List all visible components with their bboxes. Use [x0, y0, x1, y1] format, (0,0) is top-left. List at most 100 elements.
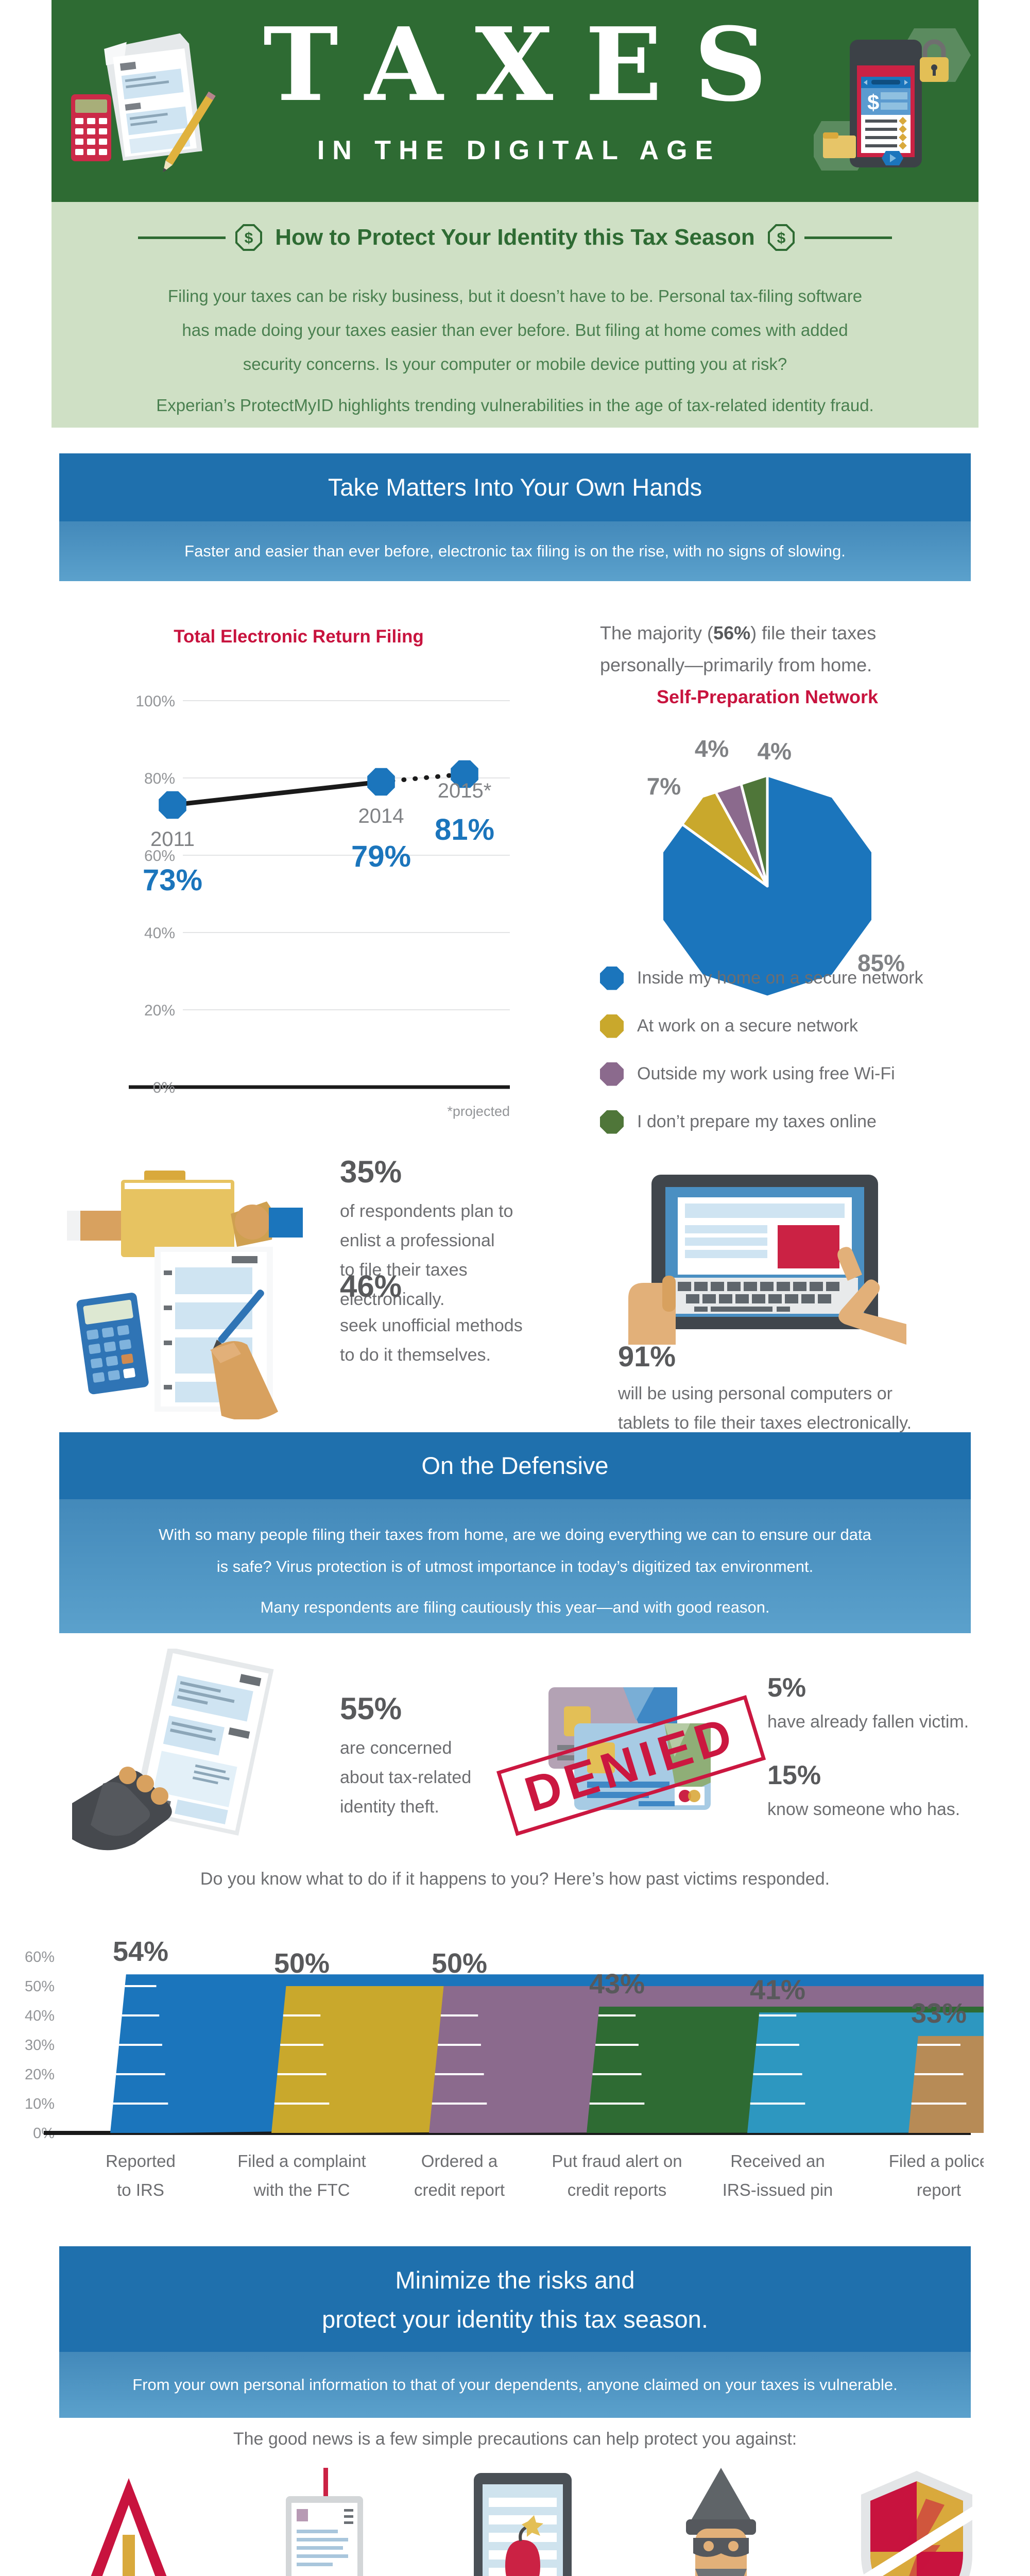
- stat-15: 15% know someone who has.: [767, 1760, 960, 1824]
- stat-15-value: 15%: [767, 1760, 821, 1790]
- electronic-filing-line-chart: 100% 80% 60% 40% 20% 0% 2011 73% 2014 79% 2015* 81%…: [129, 693, 510, 1119]
- intro-heading: How to Protect Your Identity this Tax Se…: [275, 225, 755, 250]
- padlock-icon: [920, 39, 949, 82]
- cyber-attack-icon: [474, 2473, 572, 2576]
- gloved-hand-documents-illustration: [72, 1649, 274, 1851]
- svg-text:4%: 4%: [695, 735, 729, 762]
- svg-text:2014: 2014: [358, 805, 404, 827]
- page-title: TAXES: [263, 6, 799, 124]
- svg-text:40%: 40%: [25, 2008, 55, 2024]
- stat-35-value: 35%: [340, 1155, 402, 1189]
- svg-text:with the FTC: with the FTC: [253, 2180, 350, 2199]
- intro-paragraph-2: Experian’s ProtectMyID highlights trendi…: [156, 396, 874, 415]
- svg-text:79%: 79%: [351, 840, 411, 873]
- calculator-icon: [71, 94, 111, 161]
- legend-swatch-octagon: [600, 1110, 624, 1134]
- folder-icon: [823, 132, 856, 158]
- folder-handoff-illustration: [67, 1171, 303, 1257]
- svg-text:Filed a complaint: Filed a complaint: [237, 2151, 366, 2171]
- calculator-form-illustration: [76, 1247, 278, 1419]
- stat-5-text: have already fallen victim.: [767, 1712, 969, 1732]
- legend-item: Outside my work using free Wi-Fi: [600, 1050, 991, 1098]
- svg-text:$: $: [245, 230, 253, 247]
- section-subtitle-defensive: With so many people filing their taxes f…: [59, 1499, 971, 1633]
- svg-text:40%: 40%: [144, 925, 175, 942]
- svg-text:60%: 60%: [144, 848, 175, 865]
- svg-text:50%: 50%: [274, 1948, 330, 1979]
- stat-91-text: will be using personal computers or tabl…: [618, 1384, 912, 1433]
- line-chart-title: Total Electronic Return Filing: [174, 626, 424, 647]
- dollar-badge-icon: $: [767, 224, 795, 251]
- svg-text:30%: 30%: [25, 2037, 55, 2054]
- section-subtitle-hands: Faster and easier than ever before, elec…: [59, 521, 971, 581]
- svg-text:credit reports: credit reports: [568, 2180, 667, 2199]
- legend-item: Inside my home on a secure network: [600, 954, 991, 1002]
- svg-text:report: report: [917, 2180, 961, 2199]
- intro-section: $ How to Protect Your Identity this Tax …: [52, 202, 978, 428]
- majority-text: The majority (56%) file their taxes pers…: [600, 622, 877, 675]
- legend-swatch-octagon: [600, 1062, 624, 1086]
- intro-paragraph: Filing your taxes can be risky business,…: [167, 286, 863, 374]
- svg-text:2011: 2011: [150, 828, 195, 851]
- svg-text:50%: 50%: [25, 1978, 55, 1995]
- section-title-defensive: On the Defensive: [59, 1432, 971, 1499]
- svg-text:20%: 20%: [25, 2066, 55, 2083]
- stat-46-text: seek unofficial methods to do it themsel…: [340, 1316, 523, 1365]
- svg-text:54%: 54%: [113, 1936, 168, 1967]
- svg-text:85%: 85%: [857, 950, 905, 976]
- bar-chart-question: Do you know what to do if it happens to …: [200, 1869, 830, 1889]
- legend-item: At work on a secure network: [600, 1002, 991, 1050]
- virus-warning-icon: [91, 2478, 167, 2576]
- stat-35-text: of respondents plan to enlist a professi…: [340, 1201, 513, 1309]
- legend-swatch-octagon: [600, 1014, 624, 1038]
- svg-text:$: $: [867, 90, 879, 114]
- pencil-icon: [163, 91, 216, 173]
- svg-text:*projected: *projected: [447, 1104, 510, 1119]
- header-banner: TAXES IN THE DIGITAL AGE: [52, 0, 978, 202]
- svg-text:to IRS: to IRS: [117, 2180, 164, 2199]
- svg-text:Filed a police: Filed a police: [889, 2151, 984, 2171]
- svg-text:60%: 60%: [25, 1949, 55, 1965]
- stat-46-value: 46%: [340, 1269, 402, 1303]
- stat-5-value: 5%: [767, 1673, 806, 1703]
- svg-text:Put fraud alert on: Put fraud alert on: [552, 2151, 682, 2171]
- tablet-hands-illustration: [628, 1175, 906, 1345]
- svg-text:$: $: [777, 230, 785, 247]
- svg-text:73%: 73%: [143, 863, 202, 897]
- stat-55: 55% are concerned about tax-related iden…: [340, 1691, 471, 1822]
- dollar-badge-icon: $: [235, 224, 263, 251]
- intro-heading-row: $ How to Protect Your Identity this Tax …: [52, 224, 978, 251]
- stat-91-value: 91%: [618, 1340, 676, 1372]
- svg-text:41%: 41%: [750, 1974, 805, 2005]
- stat-15-text: know someone who has.: [767, 1800, 960, 1819]
- section-subtitle-minimize: From your own personal information to th…: [59, 2352, 971, 2418]
- svg-text:100%: 100%: [135, 693, 175, 710]
- svg-text:10%: 10%: [25, 2096, 55, 2112]
- denied-credit-cards-illustration: DENIED: [496, 1687, 766, 1836]
- self-preparation-pie-chart: 85% 7% 4% 4%: [647, 735, 905, 998]
- svg-text:0%: 0%: [153, 1079, 175, 1096]
- section-title-hands: Take Matters Into Your Own Hands: [59, 453, 971, 521]
- pie-legend: Inside my home on a secure network At wo…: [600, 954, 991, 1146]
- stat-46: 46% seek unofficial methods to do it the…: [340, 1268, 523, 1370]
- svg-text:20%: 20%: [144, 1002, 175, 1019]
- stat-5: 5% have already fallen victim.: [767, 1672, 969, 1737]
- good-news-text: The good news is a few simple precaution…: [233, 2429, 797, 2449]
- svg-text:7%: 7%: [647, 773, 681, 800]
- svg-text:81%: 81%: [435, 813, 494, 846]
- stat-55-text: are concerned about tax-related identity…: [340, 1738, 472, 1817]
- identity-theft-bandit-icon: [686, 2468, 756, 2576]
- svg-text:43%: 43%: [589, 1969, 645, 1999]
- stat-55-value: 55%: [340, 1691, 402, 1726]
- legend-swatch-octagon: [600, 966, 624, 990]
- stat-91: 91% will be using personal computers or …: [618, 1340, 912, 1438]
- secure-phone-illustration: $: [814, 28, 971, 171]
- svg-text:50%: 50%: [432, 1948, 487, 1979]
- svg-text:IRS-issued pin: IRS-issued pin: [723, 2180, 833, 2199]
- svg-text:33%: 33%: [911, 1998, 967, 2029]
- pie-chart-title: Self-Preparation Network: [656, 686, 879, 707]
- svg-text:credit report: credit report: [414, 2180, 505, 2199]
- data-security-shield-icon: [860, 2471, 980, 2576]
